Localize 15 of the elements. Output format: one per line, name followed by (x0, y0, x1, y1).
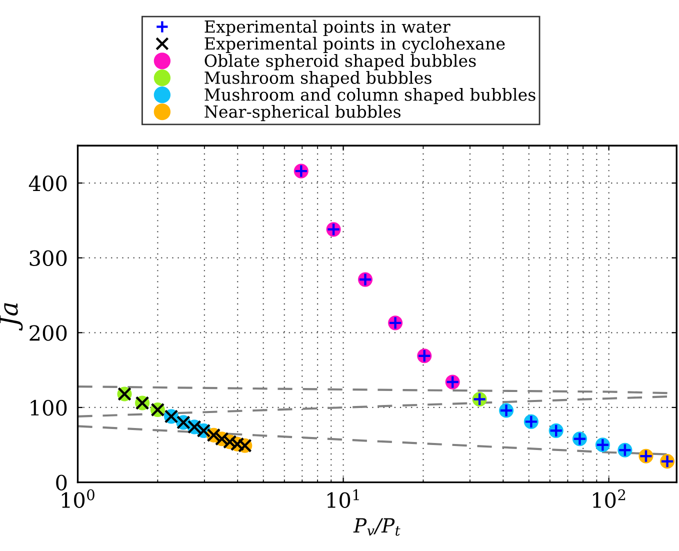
y-tick-label: 100 (30, 400, 67, 416)
legend-label: Mushroom and column shaped bubbles (204, 88, 536, 104)
y-tick-label: 400 (28, 175, 67, 192)
legend-label: Experimental points in water (204, 20, 450, 36)
legend-label: Mushroom shaped bubbles (204, 71, 432, 88)
x-tick-label: 10$^{1}$ (328, 489, 359, 508)
legend-label: Experimental points in cyclohexane (204, 36, 505, 54)
x-axis-title: P$_{v}$/P$_{t}$ (353, 518, 400, 536)
y-tick-label: 0 (56, 474, 67, 490)
y-tick-label: 200 (30, 325, 67, 341)
x-tick-label: 10$^{2}$ (593, 489, 626, 508)
legend-label: Near-spherical bubbles (204, 104, 400, 122)
x-tick-label: 10$^{0}$ (62, 489, 94, 508)
y-tick-label: 300 (30, 250, 67, 266)
legend-label: Oblate spheroid shaped bubbles (204, 54, 476, 70)
